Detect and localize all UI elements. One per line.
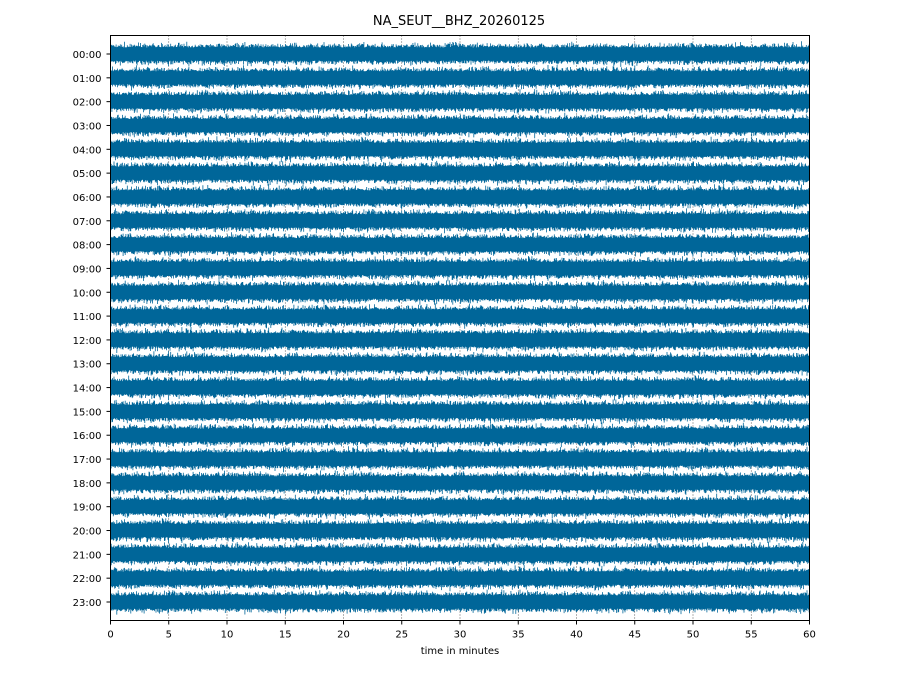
x-tick-label: 10 [221, 630, 234, 641]
y-tick-label: 04:00 [73, 145, 102, 156]
y-tick-label: 23:00 [73, 598, 102, 609]
x-tick-label: 60 [803, 630, 816, 641]
trace-0700 [110, 208, 810, 234]
y-tick-label: 09:00 [73, 264, 102, 275]
y-tick-label: 05:00 [73, 169, 102, 180]
x-tick-label: 30 [454, 630, 467, 641]
y-tick-label: 21:00 [73, 550, 102, 561]
trace-1200 [110, 326, 810, 353]
traces [110, 41, 810, 615]
y-tick-label: 18:00 [73, 479, 102, 490]
x-tick-label: 15 [279, 630, 292, 641]
y-axis: 00:00 01:00 02:00 03:00 04:00 05:00 06:00 07:00… [73, 50, 111, 609]
y-tick-label: 11:00 [73, 312, 102, 323]
y-tick-label: 13:00 [73, 360, 102, 371]
trace-0300 [110, 112, 810, 139]
y-tick-label: 17:00 [73, 455, 102, 466]
x-tick-label: 50 [687, 630, 700, 641]
y-tick-label: 06:00 [73, 193, 102, 204]
trace-2100 [110, 541, 810, 568]
trace-0200 [110, 89, 810, 115]
y-tick-label: 22:00 [73, 574, 102, 585]
y-tick-label: 14:00 [73, 384, 102, 395]
trace-1300 [110, 351, 810, 376]
y-tick-label: 10:00 [73, 288, 102, 299]
x-axis: 0 5 10 15 20 25 30 35 40 45 50 55 60 [107, 620, 816, 641]
trace-0600 [110, 183, 810, 211]
trace-1100 [110, 303, 810, 329]
y-tick-label: 12:00 [73, 336, 102, 347]
y-tick-label: 07:00 [73, 217, 102, 228]
y-tick-label: 20:00 [73, 527, 102, 538]
y-tick-label: 19:00 [73, 503, 102, 514]
trace-2200 [110, 565, 810, 592]
y-tick-label: 01:00 [73, 74, 102, 85]
x-tick-label: 5 [166, 630, 172, 641]
x-tick-label: 45 [628, 630, 641, 641]
x-tick-label: 55 [745, 630, 758, 641]
y-tick-label: 08:00 [73, 241, 102, 252]
trace-1000 [110, 279, 810, 305]
trace-2300 [110, 589, 810, 615]
chart-title: NA_SEUT__BHZ_20260125 [373, 14, 545, 29]
y-tick-label: 02:00 [73, 98, 102, 109]
x-tick-label: 0 [107, 630, 113, 641]
trace-0400 [110, 136, 810, 163]
trace-0900 [110, 255, 810, 282]
y-tick-label: 15:00 [73, 407, 102, 418]
y-tick-label: 00:00 [73, 50, 102, 61]
x-tick-label: 35 [512, 630, 525, 641]
y-tick-label: 03:00 [73, 121, 102, 132]
trace-0800 [110, 231, 810, 258]
x-tick-label: 20 [337, 630, 350, 641]
x-tick-label: 40 [570, 630, 583, 641]
trace-1500 [110, 398, 810, 424]
trace-1400 [110, 374, 810, 401]
x-axis-label: time in minutes [421, 646, 500, 657]
x-tick-label: 25 [395, 630, 408, 641]
y-tick-label: 16:00 [73, 431, 102, 442]
